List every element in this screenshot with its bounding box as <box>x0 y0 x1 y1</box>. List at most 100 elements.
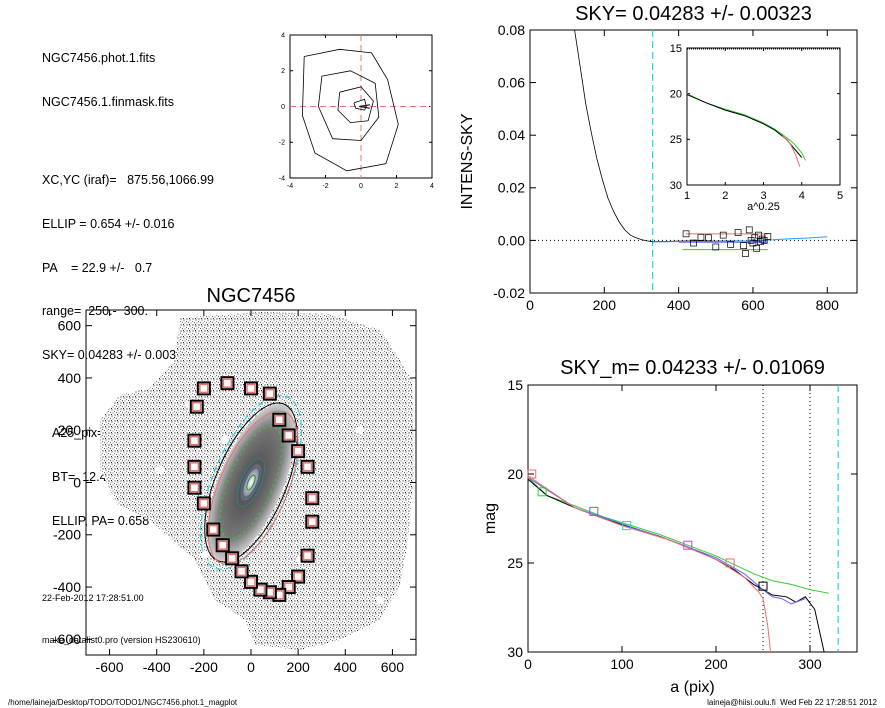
mag-y-tick-label: 30 <box>507 644 523 660</box>
sky-square-marker <box>690 239 697 247</box>
mag-ylabel: mag <box>482 503 499 534</box>
mask-box-inner <box>199 383 209 394</box>
mask-box <box>206 522 221 537</box>
mask-box <box>281 428 296 443</box>
sky-square-marker <box>740 242 748 250</box>
sky-square-marker <box>705 234 712 242</box>
mask-box <box>291 569 306 584</box>
image-y-tick-label: -200 <box>53 527 81 543</box>
mask-box-inner <box>293 571 303 582</box>
mag-marker <box>527 469 537 479</box>
image-x-tick-label: 0 <box>247 659 255 675</box>
sky-x-tick-label: 400 <box>667 297 691 313</box>
inset-y-tick-label: 20 <box>670 89 682 101</box>
mask-box-inner <box>222 378 233 388</box>
contour-x-tick-label: 4 <box>430 183 434 190</box>
mask-box-inner <box>189 462 200 472</box>
mask-box-inner <box>302 550 313 561</box>
isophote-ellipse <box>246 474 256 491</box>
mask-box-inner <box>307 516 318 527</box>
sky-square-marker <box>697 233 705 241</box>
sky-square-marker <box>751 234 759 242</box>
image-x-tick-label: 200 <box>286 659 310 675</box>
image-y-tick-label: 400 <box>58 370 82 386</box>
info-line: 22-Feb-2012 17:28:51.00 <box>42 592 144 603</box>
inset-y-tick-label: 15 <box>670 43 682 55</box>
mask-box-inner <box>189 482 200 493</box>
mag-marker <box>758 581 768 591</box>
mask-box-inner <box>255 584 266 595</box>
sky-y-tick-label: 0.02 <box>498 180 525 196</box>
sky-square-marker <box>757 238 764 246</box>
mask-box <box>272 412 287 427</box>
contour-center <box>359 104 370 109</box>
mag-xlabel: a (pix) <box>670 679 714 696</box>
sky-ylabel: INTENS-SKY <box>459 113 476 209</box>
mask-box-inner <box>192 401 202 412</box>
sky-square-marker <box>745 226 753 234</box>
sky-square-marker <box>764 233 772 240</box>
masked-star <box>156 466 164 474</box>
masked-star <box>356 426 364 434</box>
mag-y-tick-label: 15 <box>507 377 523 393</box>
info-line: ELLIP = 0.654 +/- 0.016 <box>42 216 175 231</box>
mask-box <box>187 459 202 474</box>
info-line: range= 250.- 300. <box>42 304 148 319</box>
contour-x-tick-label: -2 <box>322 183 328 190</box>
image-x-tick-label: 400 <box>334 659 358 675</box>
mask-box <box>244 574 258 589</box>
footer-path: /home/laineja/Desktop/TODO/TODO1/NGC7456… <box>8 698 238 707</box>
mask-box <box>187 433 202 448</box>
mag-marker <box>537 487 547 497</box>
info-line: make_datalist0.pro (version HS230610) <box>42 634 201 645</box>
mag-x-tick-label: 0 <box>524 656 532 672</box>
mag-title: SKY_m= 0.04233 +/- 0.01069 <box>560 357 825 379</box>
mask-box-inner <box>246 577 256 587</box>
contour-line <box>317 70 380 141</box>
mag-x-tick-label: 300 <box>798 656 822 672</box>
sky-title: SKY= 0.04283 +/- 0.00323 <box>575 3 812 25</box>
mask-box <box>262 386 277 401</box>
mag-profile <box>527 477 806 605</box>
mag-marker <box>622 521 632 531</box>
mag-profile <box>527 475 771 653</box>
sky-square-marker <box>747 237 755 244</box>
sky-square-marker <box>742 250 749 257</box>
image-x-tick-label: 600 <box>381 659 405 675</box>
mask-box-inner <box>246 383 256 394</box>
isophote-ellipse <box>219 426 283 539</box>
contour-y-tick-label: 0 <box>281 104 285 111</box>
mask-box-inner <box>236 566 247 577</box>
mask-box <box>305 491 320 506</box>
mask-box-inner <box>189 435 200 446</box>
mask-box <box>300 548 315 563</box>
inset-y-tick-label: 25 <box>670 134 682 146</box>
mag-profile <box>527 477 829 594</box>
contour-y-tick-label: -4 <box>279 175 285 182</box>
sky-y-tick-label: 0.06 <box>498 75 525 91</box>
contour-line <box>301 48 399 172</box>
info-line: XC,YC (iraf)= 875.56,1066.99 <box>42 172 214 187</box>
mask-box <box>244 381 258 396</box>
footer-user: laineja@hiisi.oulu.fi Wed Feb 22 17:28:5… <box>707 698 877 707</box>
mask-box <box>189 399 204 414</box>
sky-x-tick-label: 800 <box>816 297 840 313</box>
mask-box <box>234 564 249 579</box>
mask-box-inner <box>307 493 318 503</box>
mask-box <box>305 514 320 529</box>
mask-box <box>215 538 230 553</box>
mask-box <box>291 444 306 459</box>
isophote-ellipse <box>242 467 260 498</box>
mag-marker <box>589 506 599 516</box>
info-line: NGC7456.phot.1.fits <box>42 51 156 66</box>
sky-square-marker <box>734 229 742 236</box>
sky-square-marker <box>727 240 735 248</box>
isophote-ellipse <box>236 457 266 508</box>
mask-box-inner <box>217 540 228 550</box>
mask-box-inner <box>293 446 303 456</box>
image-y-tick-label: 600 <box>58 318 82 334</box>
sky-square-marker <box>719 231 727 239</box>
fit-ellipse-red <box>207 410 299 565</box>
